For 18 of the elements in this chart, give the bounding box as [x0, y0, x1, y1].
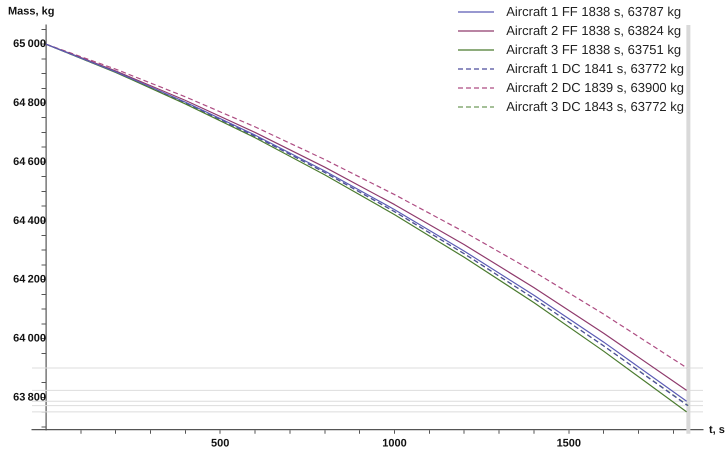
- legend-label: Aircraft 3 FF 1838 s, 63751 kg: [506, 42, 682, 57]
- y-tick-label: 64 000: [13, 332, 46, 345]
- y-tick-label: 64 600: [13, 156, 46, 168]
- y-tick-label: 65 000: [13, 38, 46, 50]
- y-tick-label: 63 800: [13, 391, 46, 404]
- legend-label: Aircraft 2 DC 1839 s, 63900 kg: [506, 80, 684, 95]
- legend-label: Aircraft 1 DC 1841 s, 63772 kg: [506, 61, 684, 76]
- y-tick-label: 64 200: [13, 274, 46, 286]
- y-tick-label: 64 400: [13, 214, 46, 227]
- legend-label: Aircraft 1 FF 1838 s, 63787 kg: [506, 4, 682, 19]
- x-tick-label: 500: [211, 437, 230, 450]
- x-tick-label: 1500: [556, 437, 582, 450]
- y-axis-title: Mass, kg: [8, 6, 54, 18]
- x-tick-label: 1000: [382, 437, 407, 450]
- y-tick-label: 64 800: [13, 97, 46, 110]
- x-axis-title: t, s: [709, 424, 725, 436]
- legend-label: Aircraft 2 FF 1838 s, 63824 kg: [506, 23, 682, 38]
- legend-label: Aircraft 3 DC 1843 s, 63772 kg: [506, 99, 684, 114]
